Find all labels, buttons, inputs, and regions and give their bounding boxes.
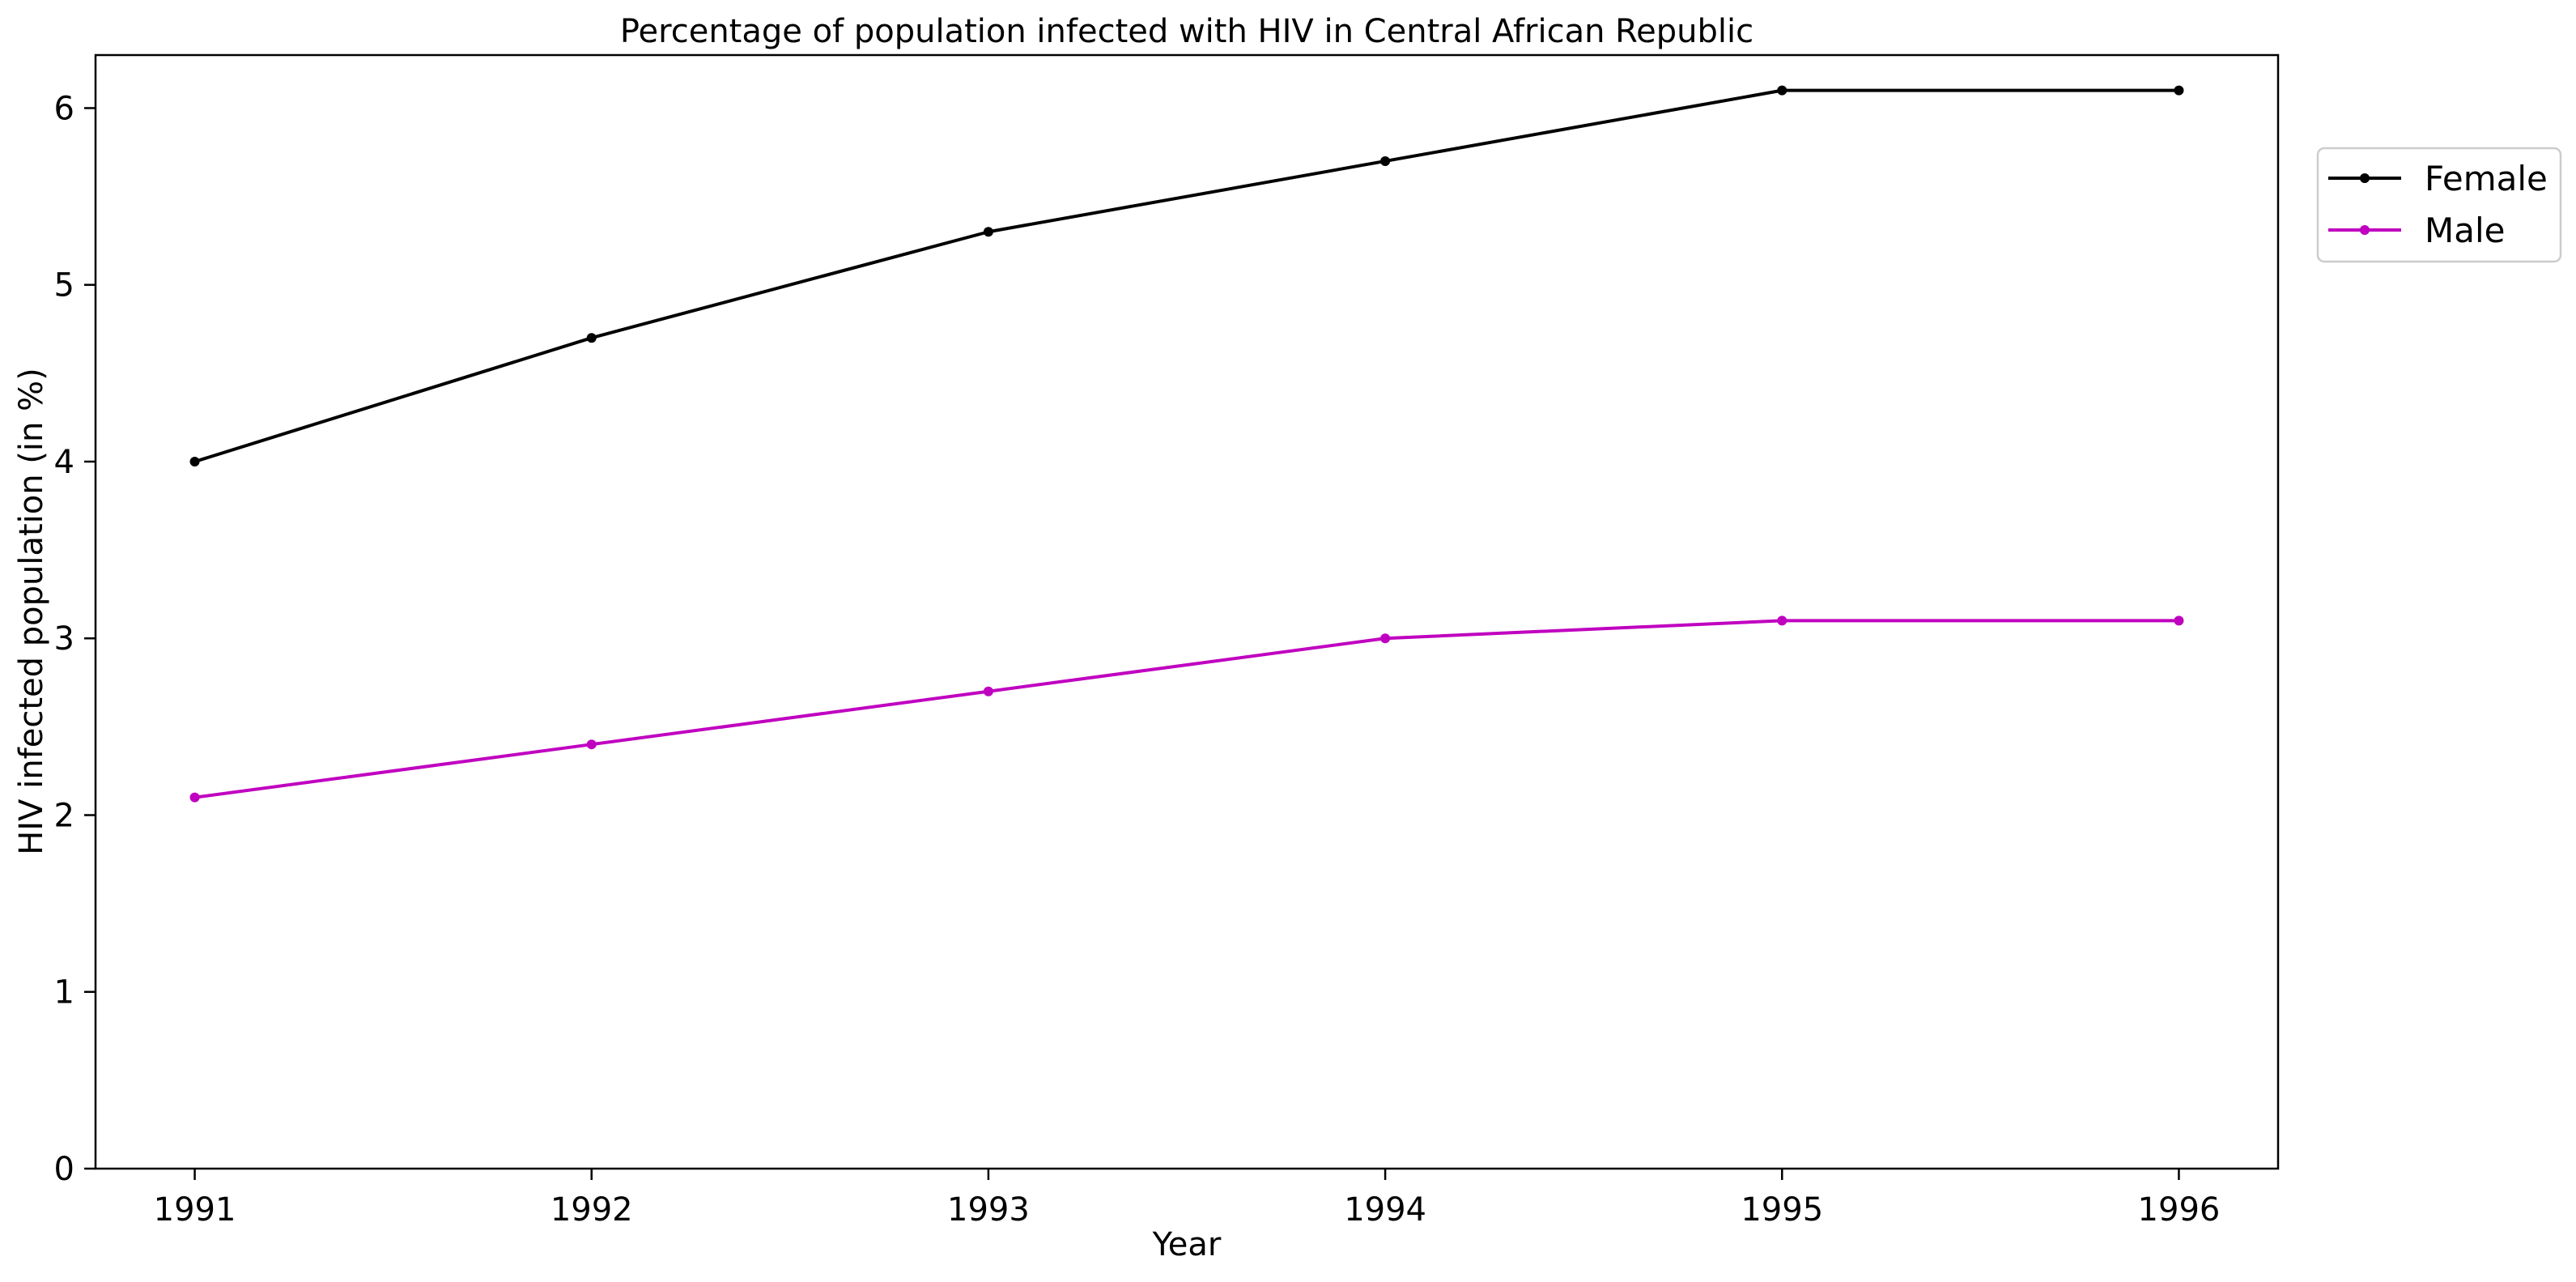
y-tick-label: 4 (54, 444, 74, 481)
chart-title: Percentage of population infected with H… (620, 13, 1753, 50)
x-tick-label: 1996 (2138, 1191, 2221, 1229)
x-tick-label: 1995 (1741, 1191, 1823, 1229)
data-point-male (189, 792, 200, 803)
x-axis-label: Year (1152, 1226, 1222, 1263)
series-layer (189, 85, 2184, 803)
y-tick-label: 3 (54, 620, 74, 658)
data-point-male (1380, 633, 1391, 644)
x-tick-label: 1991 (154, 1191, 236, 1229)
x-tick-label: 1992 (550, 1191, 633, 1229)
y-tick-label: 1 (54, 974, 74, 1012)
series-line-male (193, 619, 2181, 799)
plot-area-frame (94, 53, 2280, 1170)
series-line-female (193, 88, 2181, 463)
data-point-female (1777, 85, 1787, 96)
series-male (189, 615, 2184, 803)
legend-label-female: Female (2425, 159, 2548, 198)
series-female (189, 85, 2184, 466)
y-axis-label: HIV infected population (in %) (13, 368, 50, 854)
data-point-female (1380, 155, 1391, 166)
y-tick-label: 5 (54, 267, 74, 305)
legend-label-male: Male (2425, 211, 2505, 250)
legend-entry-female: Female (2328, 159, 2548, 198)
x-tick-label: 1994 (1344, 1191, 1426, 1229)
data-point-male (2174, 615, 2184, 626)
data-point-female (586, 333, 597, 343)
legend-entry-male: Male (2328, 211, 2505, 250)
data-point-male (1777, 615, 1787, 626)
legend-marker-female (2360, 173, 2370, 183)
x-axis-ticks: 1991 1992 1993 1994 1995 1996 (154, 1169, 2221, 1229)
data-point-male (983, 686, 993, 696)
y-tick-label: 0 (54, 1151, 74, 1188)
y-axis-ticks: 0 1 2 3 4 5 6 (54, 90, 96, 1188)
legend-marker-male (2360, 225, 2370, 235)
legend: Female Male (2316, 147, 2562, 263)
data-point-male (586, 739, 597, 750)
data-point-female (2174, 85, 2184, 96)
y-tick-label: 2 (54, 797, 74, 834)
data-point-female (983, 227, 993, 237)
x-tick-label: 1993 (947, 1191, 1030, 1229)
data-point-female (189, 456, 200, 466)
y-tick-label: 6 (54, 90, 74, 127)
